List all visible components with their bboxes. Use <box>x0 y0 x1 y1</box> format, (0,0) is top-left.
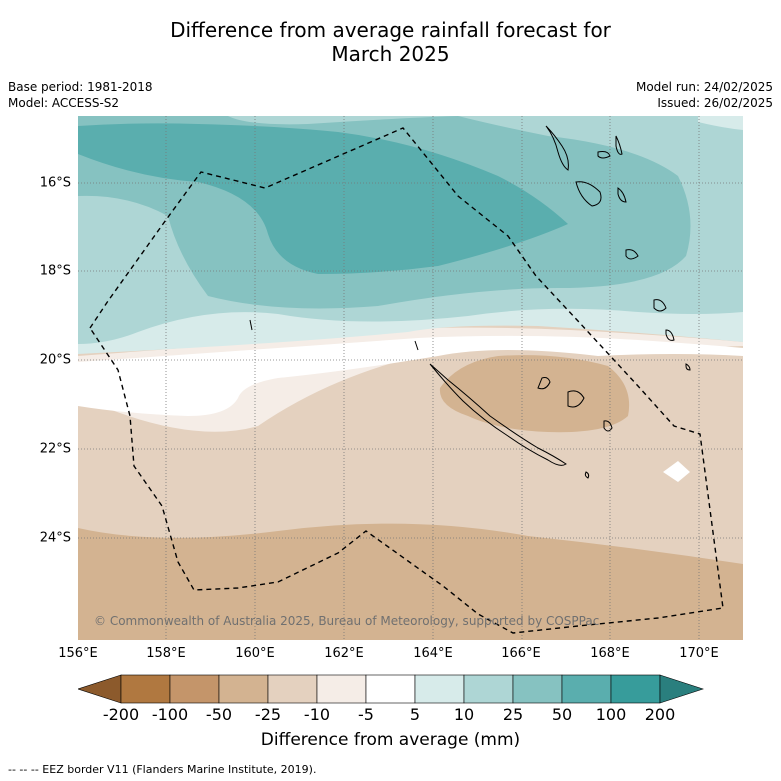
band-minus5-plus5 <box>78 335 743 416</box>
lon-label-170e: 170°E <box>679 646 719 661</box>
copyright-notice: © Commonwealth of Australia 2025, Bureau… <box>94 614 600 628</box>
colorbar <box>77 674 705 704</box>
colorbar-segment <box>120 674 171 704</box>
espiritu-santo <box>545 125 569 171</box>
colorbar-tick-minus200: -200 <box>102 705 140 724</box>
islands <box>249 125 691 479</box>
colorbar-extend-right <box>659 674 704 704</box>
lat-label-16s: 16°S <box>39 175 71 191</box>
colorbar-segment <box>512 674 563 704</box>
colorbar-svg <box>77 674 704 704</box>
tanna-island <box>665 329 675 341</box>
lon-label-156e: 156°E <box>58 646 98 661</box>
colorbar-segment <box>218 674 269 704</box>
efate-island <box>625 249 639 260</box>
colorbar-segment <box>316 674 367 704</box>
malakula-island <box>575 181 602 207</box>
colorbar-tick-plus5: 5 <box>409 705 421 724</box>
colorbar-segment <box>414 674 465 704</box>
isle-of-pines <box>603 420 613 432</box>
eez-border <box>89 127 724 634</box>
ambrym-island <box>617 187 627 203</box>
title-line-1: Difference from average rainfall forecas… <box>170 18 611 42</box>
colorbar-segment <box>463 674 514 704</box>
malo-island <box>597 151 611 159</box>
colorbar-label: Difference from average (mm) <box>260 730 521 750</box>
colorbar-segment <box>365 674 416 704</box>
colorbar-extend-left <box>77 674 122 704</box>
aneityum-island <box>685 363 691 371</box>
lat-label-22s: 22°S <box>39 441 71 457</box>
new-caledonia-island <box>429 363 567 466</box>
map-panel <box>78 116 743 640</box>
lon-label-160e: 160°E <box>235 646 275 661</box>
chesterfield-islet <box>249 319 253 331</box>
belep-islet <box>414 340 419 351</box>
base-period: Base period: 1981-2018 <box>8 80 153 94</box>
colorbar-segment <box>610 674 661 704</box>
chart-title: Difference from average rainfall forecas… <box>0 18 781 66</box>
meta-right: Model run: 24/02/2025 Issued: 26/02/2025 <box>636 79 773 111</box>
colorbar-tick-minus25: -25 <box>254 705 282 724</box>
loyalty-lifou <box>537 377 551 390</box>
lon-label-164e: 164°E <box>413 646 453 661</box>
colorbar-tick-plus100: 100 <box>595 705 627 724</box>
issued-date: Issued: 26/02/2025 <box>657 96 773 110</box>
loyalty-mare <box>567 390 585 408</box>
model-name: Model: ACCESS-S2 <box>8 96 120 110</box>
colorbar-tick-plus10: 10 <box>453 705 475 724</box>
gridlines <box>78 116 743 640</box>
lon-label-162e: 162°E <box>324 646 364 661</box>
lon-label-168e: 168°E <box>590 646 630 661</box>
model-run: Model run: 24/02/2025 <box>635 80 773 94</box>
lon-label-166e: 166°E <box>501 646 541 661</box>
colorbar-tick-plus200: 200 <box>644 705 676 724</box>
lat-label-24s: 24°S <box>39 530 71 546</box>
walpole-island <box>584 471 590 479</box>
colorbar-segments <box>77 674 704 704</box>
colorbar-tick-plus25: 25 <box>502 705 524 724</box>
meta-left: Base period: 1981-2018 Model: ACCESS-S2 <box>8 79 153 111</box>
colorbar-segment <box>561 674 612 704</box>
colorbar-tick-minus100: -100 <box>151 705 189 724</box>
lon-label-158e: 158°E <box>146 646 186 661</box>
title-line-2: March 2025 <box>331 42 450 66</box>
colorbar-segment <box>169 674 220 704</box>
ambae-island <box>615 135 623 155</box>
lat-label-18s: 18°S <box>39 263 71 279</box>
eez-footnote: -- -- -- EEZ border V11 (Flanders Marine… <box>8 763 317 776</box>
colorbar-segment <box>267 674 318 704</box>
colorbar-tick-plus50: 50 <box>551 705 573 724</box>
colorbar-tick-minus10: -10 <box>303 705 331 724</box>
colorbar-tick-minus5: -5 <box>358 705 374 724</box>
band-50-100 <box>78 123 568 274</box>
white-patch-east <box>663 461 690 482</box>
lat-label-20s: 20°S <box>39 352 71 368</box>
rainfall-map <box>78 116 743 640</box>
erromango-island <box>653 299 667 312</box>
band-minus50-minus25-south <box>78 523 743 640</box>
colorbar-tick-minus50: -50 <box>205 705 233 724</box>
